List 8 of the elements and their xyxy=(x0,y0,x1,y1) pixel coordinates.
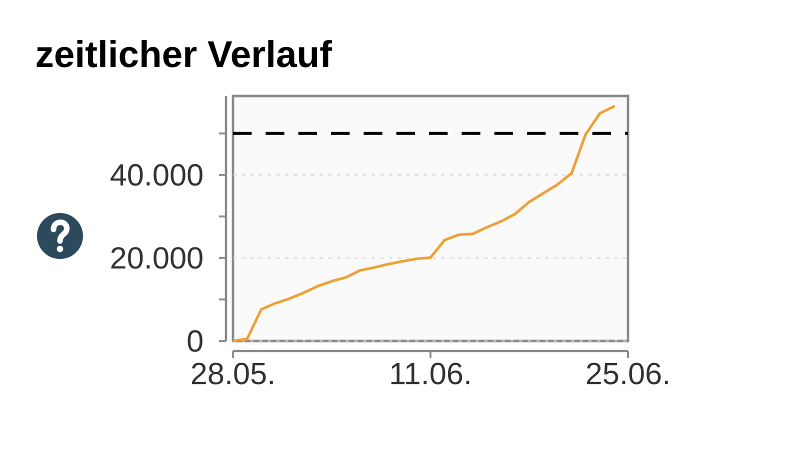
chart-title: zeitlicher Verlauf xyxy=(36,40,332,68)
y-tick-label: 20.000 xyxy=(111,247,202,269)
x-tick-label: 25.06. xyxy=(586,362,668,384)
line-series xyxy=(233,105,616,342)
y-tick-label: 0 xyxy=(188,330,202,352)
y-tick-label: 40.000 xyxy=(110,164,202,186)
x-tick-label: 28.05. xyxy=(192,362,273,384)
x-tick-label: 11.06. xyxy=(391,362,470,384)
